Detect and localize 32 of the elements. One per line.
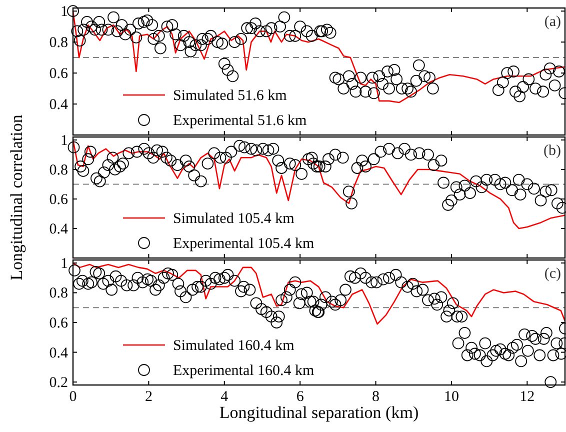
y-tick-label: 1 <box>60 256 68 272</box>
y-tick-label: 0.6 <box>49 192 68 208</box>
legend-label: Simulated 160.4 km <box>173 338 295 354</box>
line-series <box>72 139 566 230</box>
y-tick-label: 0.8 <box>49 162 68 178</box>
legend-label: Experimental 51.6 km <box>173 113 308 129</box>
legend-label: Simulated 105.4 km <box>173 211 295 227</box>
x-tick-label: 10 <box>444 389 459 405</box>
y-tick-label: 0.6 <box>49 316 68 332</box>
y-tick-label: 1 <box>60 132 68 149</box>
y-tick-label: 0.4 <box>49 97 68 114</box>
annotation: (c) <box>544 266 561 282</box>
x-tick-label: 12 <box>520 389 535 405</box>
legend-label: Simulated 51.6 km <box>173 88 288 104</box>
y-tick-label: 0.4 <box>49 345 68 362</box>
y-tick-label: 1 <box>60 4 68 20</box>
x-tick-label: 2 <box>144 389 152 405</box>
y-axis-title: Longitudinal correlation <box>7 114 26 280</box>
x-tick-label: 0 <box>69 389 77 405</box>
x-tick-label: 6 <box>296 389 304 405</box>
annotation: (a) <box>544 14 561 30</box>
legend-label: Experimental 105.4 km <box>173 236 315 252</box>
y-tick-label: 0.2 <box>49 375 68 392</box>
y-tick-label: 0.8 <box>49 286 68 302</box>
annotation: (b) <box>544 143 561 159</box>
y-tick-label: 0.8 <box>49 35 68 52</box>
y-tick-label: 0.6 <box>49 66 68 82</box>
x-axis-title: Longitudinal separation (km) <box>219 403 419 422</box>
x-tick-label: 4 <box>220 389 229 405</box>
y-tick-label: 0.4 <box>49 221 68 238</box>
legend-label: Experimental 160.4 km <box>173 363 315 379</box>
x-tick-label: 8 <box>372 389 380 405</box>
